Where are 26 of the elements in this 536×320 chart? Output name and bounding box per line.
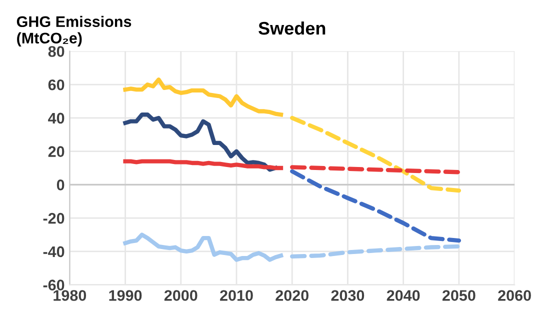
- x-tick-label: 1980: [54, 290, 86, 301]
- x-tick-label: 2010: [220, 290, 253, 301]
- y-axis-title: GHG Emissions (MtCO₂e): [16, 16, 132, 47]
- y-tick-label: 80: [48, 46, 64, 57]
- x-tick-label: 2040: [386, 290, 420, 301]
- y-tick-label: 0: [56, 180, 64, 190]
- x-tick-label: 2060: [498, 290, 531, 301]
- y-tick-label: 40: [48, 112, 64, 124]
- line-series: [290, 116, 462, 193]
- x-tick-label: 2000: [164, 290, 198, 301]
- line-series: [123, 112, 278, 172]
- y-tick-label: -40: [43, 246, 64, 258]
- y-tick-label: -60: [43, 280, 64, 290]
- line-series: [123, 77, 284, 117]
- x-tick-label: 2050: [442, 290, 476, 301]
- y-tick-label: 60: [48, 79, 64, 90]
- line-series: [123, 159, 284, 170]
- line-series: [290, 244, 462, 259]
- y-tick-label: 20: [48, 146, 64, 157]
- x-tick-label: 1990: [109, 290, 142, 301]
- chart-title: Sweden: [258, 21, 326, 35]
- y-tick-label: -20: [43, 212, 64, 224]
- x-tick-label: 2020: [276, 290, 308, 301]
- line-series: [123, 232, 284, 262]
- x-tick-label: 2030: [331, 290, 364, 301]
- line-series: [290, 169, 462, 243]
